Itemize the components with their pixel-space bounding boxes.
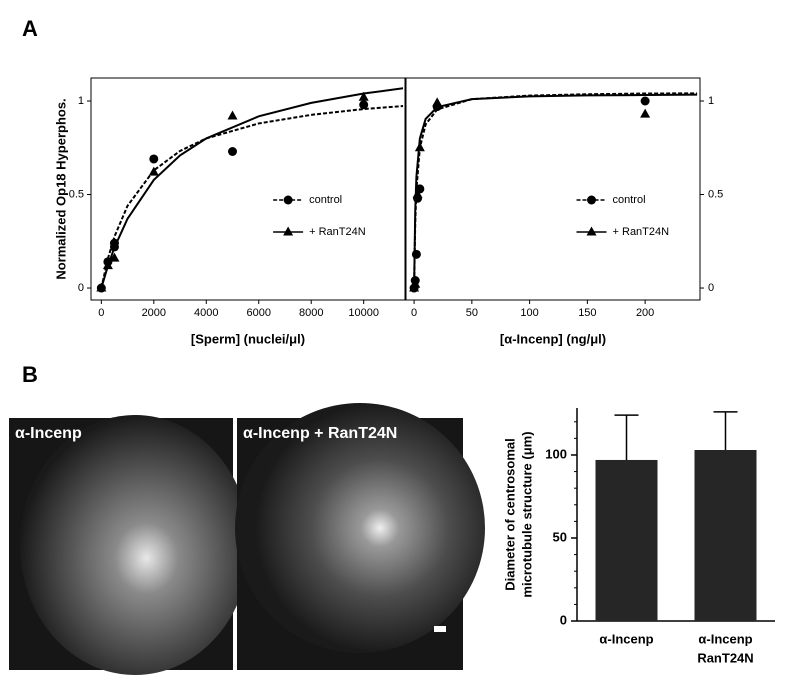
x-tick-label: 0	[98, 307, 104, 319]
y-axis-label: microtubule structure (μm)	[519, 431, 534, 597]
y-tick-label: 0	[78, 282, 84, 294]
legend-marker	[586, 226, 597, 236]
x-axis-label: [α-Incenp] (ng/μl)	[500, 331, 606, 346]
scale-bar	[434, 626, 446, 632]
marker	[109, 252, 120, 262]
bar	[694, 450, 757, 621]
marker	[96, 282, 107, 292]
marker	[227, 110, 238, 120]
x-tick-label: 100	[520, 307, 538, 319]
error-bar	[614, 414, 639, 460]
x-tick-label: 0	[411, 307, 417, 319]
marker	[640, 96, 650, 106]
x-tick-label: RanT24N	[697, 650, 753, 665]
error-bar	[713, 411, 738, 451]
y-tick-label: 1	[708, 95, 714, 107]
x-tick-label: 10000	[348, 307, 379, 319]
y-tick-label: 50	[553, 529, 567, 544]
marker	[411, 249, 421, 259]
marker	[148, 166, 159, 176]
x-axis-label: [Sperm] (nuclei/μl)	[191, 331, 305, 346]
marker	[228, 147, 238, 157]
marker	[432, 97, 443, 107]
marker	[640, 108, 651, 118]
y-tick-label: 0	[560, 612, 567, 627]
fit-line	[100, 87, 404, 289]
panel-label: A	[22, 16, 38, 41]
image-caption: α-Incenp	[15, 425, 82, 442]
y-axis-label: Diameter of centrosomal	[502, 438, 517, 590]
y-tick-label: 0.5	[69, 188, 84, 200]
micrograph-signal	[235, 403, 485, 653]
y-axis-label: Normalized Op18 Hyperphos.	[53, 98, 68, 279]
plot-frame	[405, 77, 701, 301]
legend-label: control	[309, 194, 342, 206]
plot-frame	[90, 77, 406, 301]
x-tick-label: 6000	[247, 307, 271, 319]
legend-marker	[283, 226, 294, 236]
marker	[359, 100, 369, 110]
y-tick-label: 0.5	[708, 188, 723, 200]
fit-line	[413, 93, 698, 289]
micrograph-signal	[20, 415, 250, 675]
x-tick-label: 2000	[142, 307, 166, 319]
x-tick-label: 150	[578, 307, 596, 319]
x-tick-label: α-Incenp	[698, 631, 752, 646]
marker	[149, 154, 159, 164]
legend-label: + RanT24N	[309, 226, 366, 238]
x-tick-label: α-Incenp	[599, 631, 653, 646]
y-tick-label: 0	[708, 282, 714, 294]
legend-label: control	[613, 194, 646, 206]
marker	[412, 189, 423, 199]
panel-label: B	[22, 362, 38, 387]
marker	[410, 278, 421, 288]
x-tick-label: 8000	[299, 307, 323, 319]
image-caption: α-Incenp + RanT24N	[243, 425, 397, 442]
marker	[102, 260, 113, 270]
x-tick-label: 200	[636, 307, 654, 319]
x-tick-label: 4000	[194, 307, 218, 319]
fit-line	[100, 105, 404, 289]
legend-label: + RanT24N	[613, 226, 670, 238]
marker	[414, 142, 425, 152]
y-tick-label: 1	[78, 95, 84, 107]
bar	[595, 459, 658, 621]
legend-marker	[587, 195, 597, 205]
y-tick-label: 100	[545, 446, 567, 461]
marker	[358, 91, 369, 101]
x-tick-label: 50	[466, 307, 478, 319]
fit-line	[413, 92, 698, 289]
legend-marker	[283, 195, 293, 205]
